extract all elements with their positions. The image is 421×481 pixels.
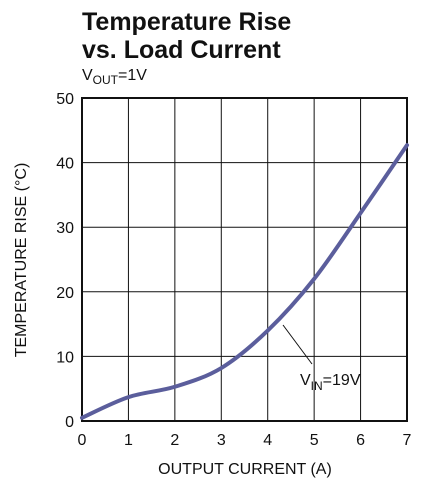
- plot-frame: [81, 97, 408, 422]
- x-tick-label: 3: [217, 432, 226, 449]
- chart-subtitle: VOUT=1V: [82, 67, 147, 87]
- series-label: VIN=19V: [300, 372, 361, 393]
- x-tick-label: 2: [170, 432, 179, 449]
- x-tick-label: 4: [263, 432, 272, 449]
- x-tick-label: 5: [310, 432, 319, 449]
- y-tick-label: 10: [56, 349, 74, 366]
- subtitle-part: V: [82, 67, 93, 84]
- x-tick-label: 1: [124, 432, 133, 449]
- annotation-leader: [282, 324, 313, 365]
- subtitle-part: =1V: [118, 67, 147, 84]
- series-label-part: V: [300, 372, 311, 389]
- y-tick-label: 0: [65, 414, 74, 431]
- y-axis-label: TEMPERATURE RISE (°C): [13, 163, 30, 358]
- y-tick-label: 40: [56, 156, 74, 173]
- chart-title: Temperature Rise: [82, 8, 291, 36]
- series-label-part: =19V: [323, 372, 361, 389]
- x-axis-label: OUTPUT CURRENT (A): [158, 461, 332, 478]
- subtitle-sub: OUT: [93, 73, 119, 87]
- chart-title: vs. Load Current: [82, 36, 281, 64]
- y-tick-label: 50: [56, 91, 74, 108]
- line-series: [80, 143, 409, 420]
- series-label-sub: IN: [311, 379, 323, 393]
- y-tick-label: 20: [56, 285, 74, 302]
- x-tick-label: 7: [403, 432, 412, 449]
- y-tick-label: 30: [56, 220, 74, 237]
- x-tick-label: 6: [356, 432, 365, 449]
- x-tick-label: 0: [78, 432, 87, 449]
